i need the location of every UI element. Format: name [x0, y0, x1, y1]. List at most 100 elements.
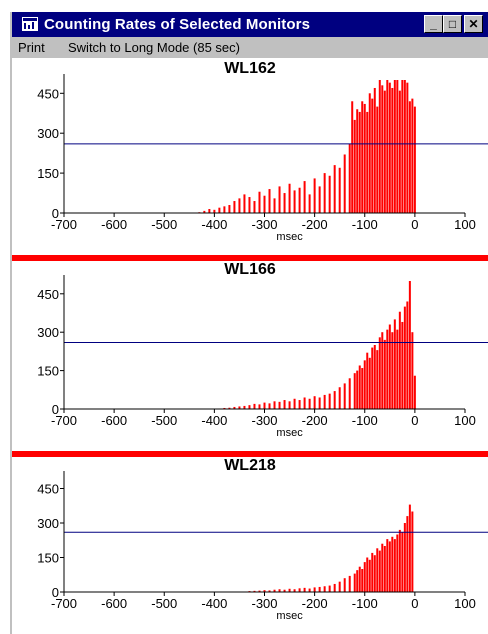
x-tick-label: -300 [251, 596, 277, 611]
data-bar [283, 400, 286, 409]
data-bar [233, 201, 236, 213]
panel-separator[interactable] [12, 451, 488, 457]
y-tick-label: 150 [37, 551, 59, 566]
data-bar [356, 109, 359, 213]
minimize-button[interactable]: _ [424, 15, 443, 33]
monitor-panel-wl218: WL218 0 150 300 450 -700 -600 -500 -400 -300 -200… [12, 457, 488, 634]
data-bar [283, 193, 286, 213]
data-bar [323, 394, 326, 409]
data-bar [208, 209, 211, 213]
y-tick-label: 450 [37, 287, 59, 302]
data-bar [263, 402, 266, 409]
x-tick-label: 100 [454, 413, 476, 428]
data-bar [378, 337, 381, 409]
data-bar [356, 570, 359, 592]
app-window: Counting Rates of Selected Monitors _ □ … [10, 12, 488, 634]
data-bar [243, 405, 246, 409]
x-tick-label: -100 [352, 413, 378, 428]
data-bar [388, 324, 391, 409]
x-tick-label: -200 [302, 596, 328, 611]
data-bar [376, 350, 379, 409]
data-bar [228, 205, 231, 213]
x-tick-label: -300 [251, 217, 277, 232]
app-icon[interactable] [22, 17, 38, 31]
close-button[interactable]: ✕ [464, 15, 483, 33]
x-tick-label: -600 [101, 596, 127, 611]
menu-switch-long-mode[interactable]: Switch to Long Mode (85 sec) [68, 40, 240, 55]
x-tick-label: 0 [411, 413, 418, 428]
data-bar [398, 529, 401, 592]
data-bar [223, 407, 226, 409]
data-bar [398, 311, 401, 409]
data-bar [203, 210, 206, 213]
x-tick-label: -400 [201, 413, 227, 428]
data-bar [381, 85, 384, 213]
data-bar [368, 357, 371, 409]
x-tick-label: 0 [411, 217, 418, 232]
title-bar[interactable]: Counting Rates of Selected Monitors _ □ … [12, 12, 488, 37]
data-bar [386, 80, 389, 213]
data-bar [303, 181, 306, 213]
data-bar [393, 319, 396, 409]
monitor-panel-wl162: WL162 0 150 300 450 -700 -600 -500 -400 -300 -200… [12, 60, 488, 255]
data-bar [401, 321, 404, 409]
maximize-icon: □ [448, 17, 457, 31]
data-bar [368, 93, 371, 213]
x-tick-label: 0 [411, 596, 418, 611]
x-axis-label: msec [276, 427, 303, 439]
data-bar [343, 154, 346, 213]
data-bar [333, 165, 336, 213]
x-tick-label: -500 [151, 217, 177, 232]
data-bar [288, 401, 291, 409]
y-tick-label: 450 [37, 86, 59, 101]
data-bar [323, 173, 326, 213]
maximize-button[interactable]: □ [443, 15, 462, 33]
data-bar [338, 387, 341, 409]
x-tick-label: -200 [302, 217, 328, 232]
data-bar [308, 194, 311, 213]
menu-bar: Print Switch to Long Mode (85 sec) [12, 37, 488, 58]
data-bar [323, 586, 326, 592]
data-bar [363, 562, 366, 592]
data-bar [396, 80, 399, 213]
data-bar [371, 98, 374, 213]
y-tick-label: 450 [37, 482, 59, 497]
data-bar [308, 588, 311, 592]
data-bar [391, 332, 394, 409]
menu-print[interactable]: Print [18, 40, 45, 55]
y-tick-label: 300 [37, 516, 59, 531]
x-tick-label: -200 [302, 413, 328, 428]
data-bar [253, 403, 256, 409]
data-bar [398, 90, 401, 213]
data-bar [273, 589, 276, 592]
monitor-panel-wl166: WL166 0 150 300 450 -700 -600 -500 -400 -300 -200… [12, 261, 488, 451]
data-bar [273, 198, 276, 213]
x-tick-label: -700 [51, 596, 77, 611]
data-bar [373, 87, 376, 213]
data-bar [328, 585, 331, 592]
data-bar [223, 206, 226, 213]
x-tick-label: -700 [51, 217, 77, 232]
data-bar [361, 368, 364, 409]
x-tick-label: -600 [101, 217, 127, 232]
data-bar [228, 407, 231, 409]
data-bar [253, 590, 256, 592]
data-bar [353, 119, 356, 213]
data-bar [343, 578, 346, 592]
data-bar [403, 80, 406, 213]
data-bar [386, 329, 389, 409]
data-bar [401, 532, 404, 592]
data-bar [348, 575, 351, 592]
data-bar [361, 101, 364, 213]
panel-separator[interactable] [12, 255, 488, 261]
data-bar [378, 550, 381, 592]
data-bar [388, 82, 391, 213]
data-bar [263, 590, 266, 592]
data-bar [413, 106, 416, 213]
data-bar [268, 403, 271, 409]
data-bar [213, 209, 216, 213]
data-bar [383, 90, 386, 213]
data-bar [358, 365, 361, 409]
data-bar [313, 396, 316, 409]
data-bar [303, 587, 306, 592]
